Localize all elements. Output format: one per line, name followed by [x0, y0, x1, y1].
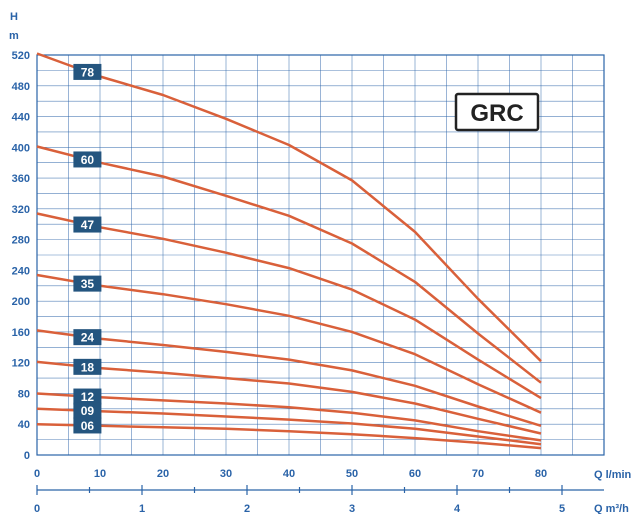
y-tick-label: 320 [12, 204, 30, 216]
curve-label-bg [73, 275, 102, 292]
curve-label-text: 06 [81, 419, 95, 433]
curve-09 [36, 407, 542, 446]
y-tick-label: 400 [12, 142, 30, 154]
y-tick-label: 120 [12, 358, 30, 370]
curve-label-60: 60 [73, 151, 102, 168]
curve-label-47: 47 [73, 216, 102, 233]
x2-tick-label: 2 [244, 503, 250, 514]
y-tick-label: 480 [12, 81, 30, 93]
curve-label-24: 24 [73, 329, 102, 346]
curve-label-bg [73, 358, 102, 375]
curve-label-06: 06 [73, 417, 102, 434]
curve-18 [36, 360, 542, 435]
curve-label-bg [73, 388, 102, 405]
x-tick-label: 80 [535, 468, 547, 480]
x2-tick-label: 1 [139, 503, 145, 514]
x-tick-label: 10 [94, 468, 106, 480]
curve-06 [36, 422, 542, 450]
y-tick-label: 0 [24, 450, 30, 462]
curve-label-text: 60 [81, 153, 95, 167]
x-axis-label: Q l/min [594, 469, 632, 481]
curve-label-18: 18 [73, 358, 102, 375]
curve-35 [36, 273, 542, 414]
curve-60 [36, 145, 542, 384]
x-tick-label: 40 [283, 468, 295, 480]
curve-label-bg [73, 402, 102, 419]
y-tick-label: 160 [12, 327, 30, 339]
y-tick-label: 80 [18, 388, 30, 400]
curve-label-bg [73, 63, 102, 80]
curve-label-text: 09 [81, 404, 95, 418]
y-tick-label: 200 [12, 296, 30, 308]
curve-label-text: 24 [81, 331, 95, 345]
curve-label-bg [73, 216, 102, 233]
curve-label-text: 35 [81, 277, 95, 291]
x-tick-label: 60 [409, 468, 421, 480]
curve-label-12: 12 [73, 388, 102, 405]
curve-label-text: 78 [81, 65, 95, 79]
curve-label-text: 18 [81, 360, 95, 374]
curve-12 [36, 392, 542, 442]
curve-label-09: 09 [73, 402, 102, 419]
y-tick-label: 40 [18, 419, 30, 431]
curve-78 [36, 52, 542, 363]
x2-tick-label: 5 [559, 503, 565, 514]
x2-axis-label: Q m³/h [594, 503, 629, 514]
curve-47 [36, 212, 542, 400]
curve-label-bg [73, 151, 102, 168]
y-axis-label-top: H [10, 11, 18, 23]
curve-label-78: 78 [73, 63, 102, 80]
x2-tick-label: 4 [454, 503, 461, 514]
x-tick-label: 30 [220, 468, 232, 480]
y-tick-label: 520 [12, 50, 30, 62]
chart-title: GRC [470, 100, 523, 127]
curve-label-text: 47 [81, 218, 95, 232]
curve-24 [36, 329, 542, 427]
x2-tick-label: 3 [349, 503, 355, 514]
curve-label-text: 12 [81, 390, 95, 404]
curves [36, 52, 542, 450]
y-tick-label: 280 [12, 235, 30, 247]
chart-title-box: GRC [454, 92, 540, 132]
x-tick-label: 50 [346, 468, 358, 480]
y-tick-label: 440 [12, 112, 30, 124]
x-tick-label: 0 [34, 468, 40, 480]
y-axis-label-bottom: m [9, 30, 19, 42]
y-tick-label: 240 [12, 265, 30, 277]
plot-frame [36, 54, 605, 456]
curve-label-35: 35 [73, 275, 102, 292]
x2-tick-label: 0 [34, 503, 40, 514]
x-tick-label: 70 [472, 468, 484, 480]
curve-label-bg [73, 417, 102, 434]
x-tick-label: 20 [157, 468, 169, 480]
y-tick-label: 360 [12, 173, 30, 185]
curve-label-bg [73, 329, 102, 346]
